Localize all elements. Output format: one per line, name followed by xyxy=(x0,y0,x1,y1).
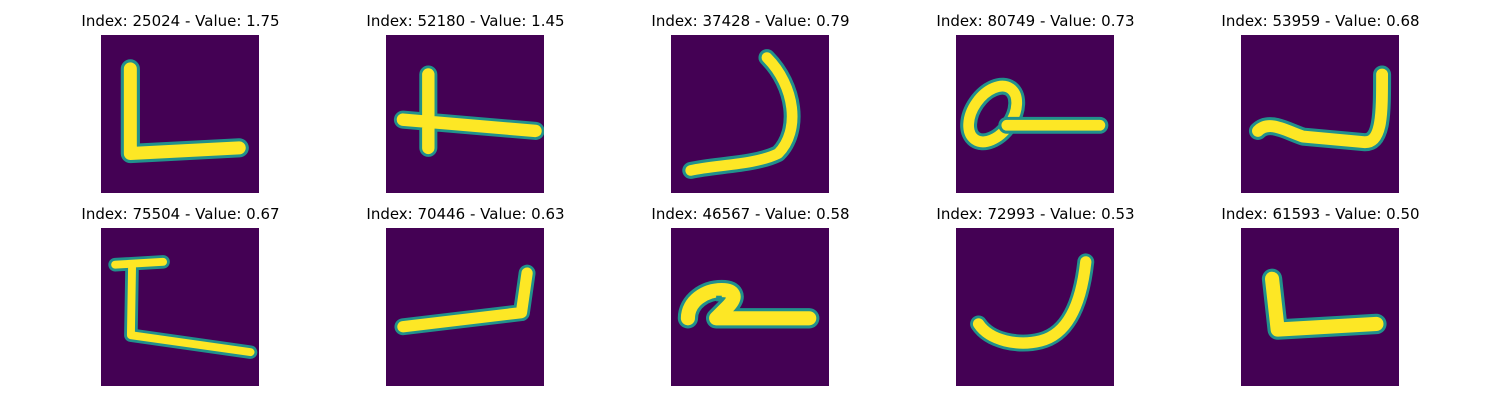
panel-2: Index: 37428 - Value: 0.79 xyxy=(608,12,893,202)
panel-title: Index: 46567 - Value: 0.58 xyxy=(651,205,850,223)
panel-title: Index: 70446 - Value: 0.63 xyxy=(366,205,565,223)
panel-title: Index: 52180 - Value: 1.45 xyxy=(366,12,565,30)
digit-image xyxy=(386,228,544,386)
panel-8: Index: 72993 - Value: 0.53 xyxy=(893,205,1178,395)
panel-title: Index: 61593 - Value: 0.50 xyxy=(1221,205,1420,223)
digit-image xyxy=(386,35,544,193)
panel-title: Index: 37428 - Value: 0.79 xyxy=(651,12,850,30)
panel-9: Index: 61593 - Value: 0.50 xyxy=(1178,205,1463,395)
panel-title: Index: 25024 - Value: 1.75 xyxy=(81,12,280,30)
panel-4: Index: 53959 - Value: 0.68 xyxy=(1178,12,1463,202)
digit-image xyxy=(1241,228,1399,386)
digit-image xyxy=(956,228,1114,386)
panel-title: Index: 53959 - Value: 0.68 xyxy=(1221,12,1420,30)
panel-title: Index: 80749 - Value: 0.73 xyxy=(936,12,1135,30)
panel-title: Index: 75504 - Value: 0.67 xyxy=(81,205,280,223)
digit-image xyxy=(956,35,1114,193)
panel-title: Index: 72993 - Value: 0.53 xyxy=(936,205,1135,223)
panel-1: Index: 52180 - Value: 1.45 xyxy=(323,12,608,202)
panel-6: Index: 70446 - Value: 0.63 xyxy=(323,205,608,395)
digit-image xyxy=(1241,35,1399,193)
digit-image xyxy=(101,228,259,386)
digit-image xyxy=(671,228,829,386)
panel-7: Index: 46567 - Value: 0.58 xyxy=(608,205,893,395)
digit-image xyxy=(671,35,829,193)
panel-0: Index: 25024 - Value: 1.75 xyxy=(38,12,323,202)
panel-5: Index: 75504 - Value: 0.67 xyxy=(38,205,323,395)
digit-image xyxy=(101,35,259,193)
panel-3: Index: 80749 - Value: 0.73 xyxy=(893,12,1178,202)
